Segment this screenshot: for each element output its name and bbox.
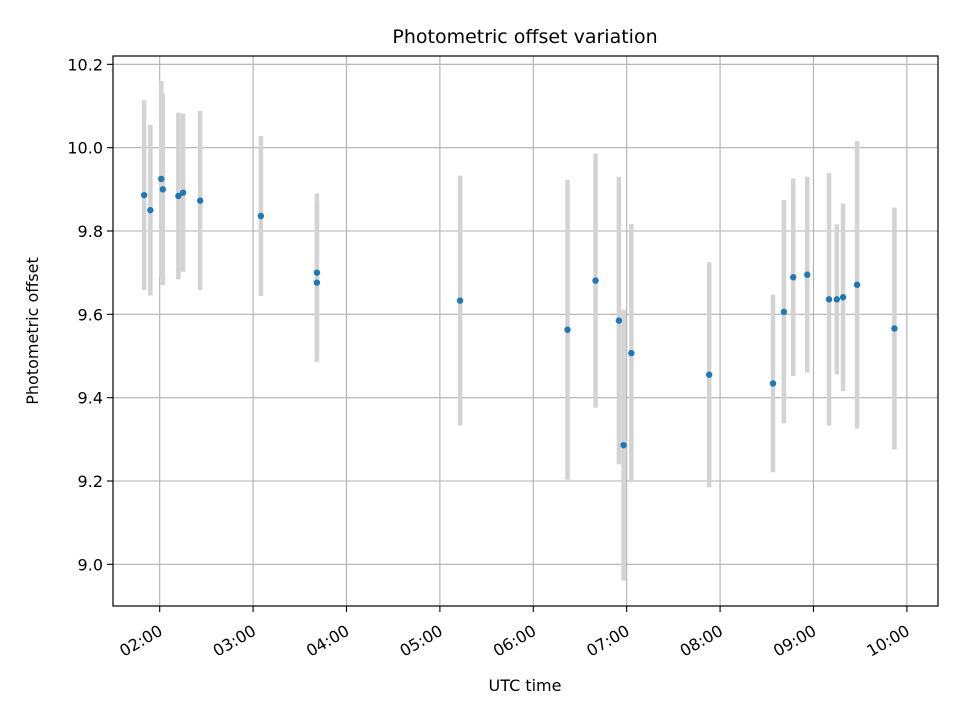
data-point (175, 192, 182, 200)
data-point (853, 281, 861, 288)
data-point (159, 186, 167, 193)
data-point (140, 191, 148, 199)
data-point (780, 308, 788, 316)
data-point (705, 371, 713, 378)
data-point (196, 197, 204, 204)
data-point (592, 277, 599, 284)
y-tick-label: 10.0 (67, 139, 103, 158)
data-point (615, 317, 623, 324)
data-point (790, 274, 797, 281)
data-point (564, 326, 571, 333)
x-axis-title: UTC time (489, 676, 562, 695)
data-point (620, 441, 627, 449)
chart-title: Photometric offset variation (392, 26, 657, 48)
grid-lines (113, 56, 938, 606)
data-point (147, 206, 154, 214)
data-point (158, 175, 165, 183)
data-points (140, 175, 898, 449)
y-tick-label: 9.0 (78, 555, 103, 574)
data-point (769, 380, 777, 387)
plot-area-frame (112, 55, 939, 607)
data-point (891, 325, 898, 332)
data-point (179, 189, 187, 196)
y-tick-label: 10.2 (67, 55, 103, 74)
data-point (313, 279, 321, 286)
y-axis-ticks: 9.0 9.2 9.4 9.6 9.8 10.0 10.2 (67, 55, 113, 574)
y-tick-label: 9.2 (78, 472, 103, 491)
data-point (839, 294, 847, 301)
data-point (313, 269, 321, 276)
data-point (628, 349, 635, 357)
data-point (456, 297, 464, 304)
data-point (825, 296, 833, 303)
y-tick-label: 9.4 (78, 389, 103, 408)
data-point (804, 271, 811, 278)
y-tick-label: 9.8 (78, 222, 103, 241)
y-tick-label: 9.6 (78, 305, 103, 324)
data-point (257, 212, 265, 220)
y-axis-title: Photometric offset (23, 257, 42, 405)
data-point (833, 296, 841, 303)
